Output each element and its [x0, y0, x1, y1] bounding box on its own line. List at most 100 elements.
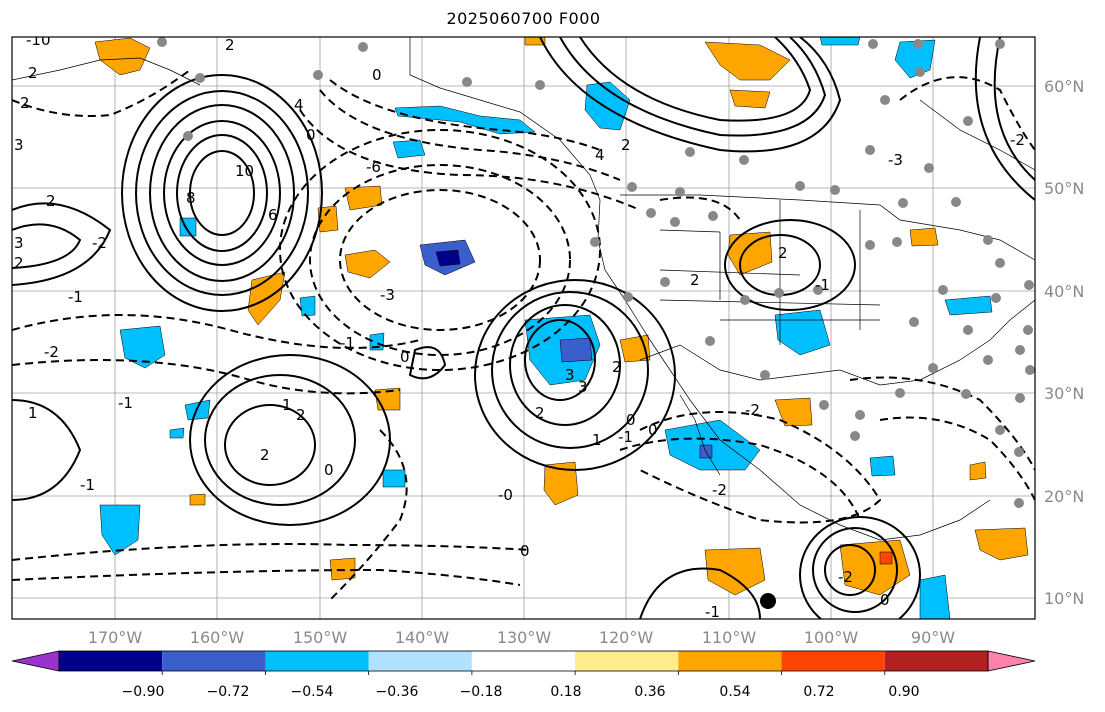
colorbar-segment	[781, 651, 885, 671]
contour-label: 0	[880, 591, 890, 609]
contour-label: -6	[366, 158, 381, 176]
lon-label: 170°W	[88, 628, 143, 647]
contour-label: 1	[28, 404, 38, 422]
map-frame	[11, 36, 1036, 620]
plot-title: 2025060700 F000	[446, 9, 601, 28]
colorbar-label: −0.54	[291, 684, 334, 700]
contour-label: 2	[778, 244, 788, 262]
lon-label: 150°W	[293, 628, 348, 647]
colorbar-label: −0.18	[460, 684, 503, 700]
station-dots	[157, 37, 1035, 508]
contour-label: 0	[648, 421, 658, 439]
lon-label: 160°W	[190, 628, 245, 647]
contour-label: 2	[535, 404, 545, 422]
colorbar-frame	[58, 650, 989, 672]
contour-label: 10	[235, 162, 254, 180]
contour-label: -2	[92, 234, 107, 252]
contour-label: -3	[380, 286, 395, 304]
lat-label: 20°N	[1044, 487, 1084, 506]
contour-label: 3	[14, 136, 24, 154]
colorbar-label: 0.72	[803, 684, 834, 700]
colorbar-segment	[59, 651, 163, 671]
dashed-contours	[12, 69, 1035, 601]
contour-label: 2	[46, 192, 56, 210]
lon-label: 140°W	[395, 628, 450, 647]
contour-label: -2	[1010, 131, 1025, 149]
lat-label: 10°N	[1044, 589, 1084, 608]
marker-dot	[760, 593, 776, 609]
colorbar-segment	[678, 651, 782, 671]
lon-label: 100°W	[804, 628, 859, 647]
contour-label: 2	[621, 136, 631, 154]
colorbar	[11, 650, 1036, 675]
colorbar-segment	[162, 651, 266, 671]
contour-label: 1	[592, 431, 602, 449]
contour-label: 8	[186, 189, 196, 207]
contour-label: 2	[260, 446, 270, 464]
contour-label: 1	[282, 396, 292, 414]
contour-label: -2	[712, 481, 727, 499]
lon-label: 90°W	[911, 628, 955, 647]
map-background	[12, 37, 1035, 619]
contour-label: 0	[372, 66, 382, 84]
contour-label: -1	[815, 276, 830, 294]
colorbar-labels: −0.90 −0.72 −0.54 −0.36 −0.18 0.18 0.36 …	[122, 684, 920, 700]
contour-label: 2	[612, 358, 622, 376]
contour-label: -1	[340, 334, 355, 352]
contour-label: 2	[225, 36, 235, 54]
lat-label: 60°N	[1044, 77, 1084, 96]
contour-label: 0	[400, 348, 410, 366]
contour-label: 0	[520, 542, 530, 560]
latitude-labels: 60°N 50°N 40°N 30°N 20°N 10°N	[1044, 77, 1084, 608]
coastlines	[12, 37, 1035, 541]
contour-label: 2	[28, 64, 38, 82]
colorbar-extend-low	[11, 650, 60, 672]
longitude-labels: 170°W 160°W 150°W 140°W 130°W 120°W 110°…	[88, 628, 955, 647]
contour-label: -1	[68, 288, 83, 306]
contour-label: 6	[268, 206, 278, 224]
contour-label: -1	[80, 476, 95, 494]
solid-contours	[12, 37, 1035, 619]
contour-label: 0	[626, 411, 636, 429]
contour-label: -1	[705, 603, 720, 621]
contour-label: -2	[838, 568, 853, 586]
colorbar-label: 0.18	[550, 684, 581, 700]
colorbar-label: 0.36	[634, 684, 665, 700]
contour-label: 3	[14, 234, 24, 252]
lon-label: 110°W	[702, 628, 757, 647]
lat-label: 30°N	[1044, 384, 1084, 403]
contour-label: 2	[14, 254, 24, 272]
contour-label: 2	[690, 271, 700, 289]
colorbar-label: −0.90	[122, 684, 165, 700]
colorbar-extend-high	[987, 650, 1036, 672]
colorbar-label: −0.72	[207, 684, 250, 700]
colorbar-segment	[575, 651, 679, 671]
contour-label: -2	[44, 343, 59, 361]
contour-label: 0	[324, 461, 334, 479]
contour-label: -1	[618, 428, 633, 446]
contour-label: -3	[888, 151, 903, 169]
contour-label: 3	[565, 366, 575, 384]
shaded-patches	[94, 37, 1029, 619]
contour-label: 4	[595, 146, 605, 164]
colorbar-segment	[471, 651, 576, 671]
lon-label: 130°W	[497, 628, 552, 647]
contour-label: 4	[294, 96, 304, 114]
lat-label: 50°N	[1044, 179, 1084, 198]
lon-label: 120°W	[599, 628, 654, 647]
contour-label: 3	[578, 378, 588, 396]
colorbar-label: 0.54	[719, 684, 750, 700]
colorbar-segment	[884, 651, 988, 671]
colorbar-segment	[265, 651, 369, 671]
lat-label: 40°N	[1044, 282, 1084, 301]
contour-label: 2	[20, 94, 30, 112]
contour-labels: -10 2 2 3 2 3 2 10 8 6 4 2 0 0 -6 -3 -2 …	[14, 31, 1025, 621]
contour-label: 2	[296, 406, 306, 424]
colorbar-label: −0.36	[376, 684, 419, 700]
graticule	[12, 37, 1035, 619]
contour-label: -1	[118, 394, 133, 412]
contour-label: 0	[306, 126, 316, 144]
contour-label: -10	[26, 31, 51, 49]
colorbar-segment	[368, 651, 472, 671]
